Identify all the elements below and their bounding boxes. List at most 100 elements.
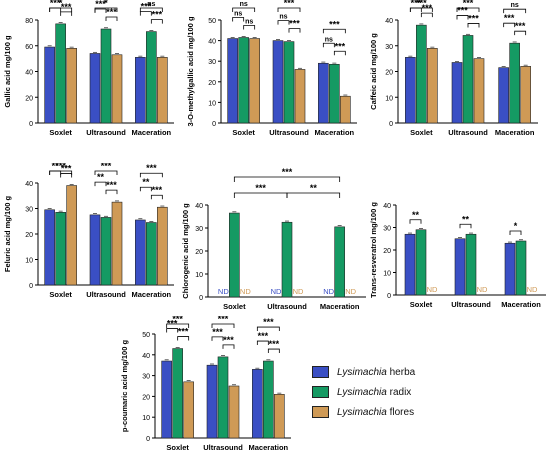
- bar-herba: [44, 209, 55, 286]
- y-tick-label: 10: [142, 415, 150, 422]
- y-tick-label: 50: [142, 332, 150, 339]
- significance-bracket: [94, 170, 118, 175]
- significance-label: ns: [245, 19, 253, 26]
- bar-flores: [66, 185, 77, 286]
- y-axis-label: Chlorogenic acid mg/100 g: [181, 203, 190, 299]
- significance-bracket: [60, 173, 73, 178]
- bar-radix: [100, 217, 112, 286]
- significance-label: ***: [515, 21, 526, 31]
- significance-label: ***: [146, 163, 157, 173]
- significance-label: ***: [61, 164, 72, 174]
- y-tick-label: 10: [383, 271, 391, 278]
- y-tick-label: 0: [199, 295, 203, 302]
- significance-label: ***: [335, 41, 346, 51]
- significance-label: ***: [329, 19, 340, 29]
- significance-bracket: [150, 19, 163, 24]
- nd-label: ND: [323, 287, 334, 296]
- significance-label: ***: [178, 327, 189, 337]
- significance-bracket: [456, 15, 469, 20]
- significance-bracket: [409, 219, 422, 224]
- bar-herba: [135, 219, 146, 286]
- significance-label: ***: [167, 319, 178, 329]
- bar-flores: [183, 381, 194, 439]
- chlorogenic-acid-chart: 0 10 20 30 40 Chlorogenic acid mg/100 g ND ND ND…: [181, 167, 366, 311]
- legend-item: Lysimachia radix: [312, 382, 512, 402]
- significance-label: ns: [240, 1, 248, 8]
- x-tick-label: Maceration: [249, 443, 289, 452]
- x-tick-label: Ultrasound: [448, 128, 488, 137]
- significance-bracket: [49, 7, 73, 12]
- y-tick-label: 30: [195, 226, 203, 233]
- significance-bracket: [139, 186, 152, 192]
- significance-label: ***: [411, 0, 422, 8]
- y-tick-label: 20: [25, 232, 33, 239]
- x-tick-label: Soxlet: [410, 128, 433, 137]
- bar-flores: [66, 48, 77, 124]
- x-tick-label: Soxlet: [49, 290, 72, 299]
- caffeic-acid-chart: 0 10 20 30 40 Caffeic acid mg/100 g Soxlet Ultr…: [369, 0, 538, 137]
- trans-resveratrol-chart: 0 10 20 30 40 Trans-resveratrol mg/100 g ND ND N…: [369, 202, 546, 309]
- significance-label: *: [514, 221, 518, 231]
- significance-label: ***: [463, 0, 474, 8]
- bar-radix: [55, 23, 66, 124]
- x-tick-label: Soxlet: [166, 443, 189, 452]
- significance-label: ***: [223, 335, 234, 345]
- significance-bracket: [286, 192, 341, 198]
- y-axis-label: Feluric acid mg/100 g: [3, 195, 12, 272]
- y-tick-label: 20: [385, 70, 393, 77]
- significance-label: ***: [255, 183, 266, 193]
- significance-label: **: [462, 214, 470, 224]
- bar-radix: [146, 222, 157, 286]
- x-tick-label: Ultrasound: [86, 128, 126, 137]
- x-tick-label: Ultrasound: [269, 128, 309, 137]
- y-tick-label: 10: [208, 100, 216, 107]
- nd-label: ND: [477, 285, 488, 294]
- significance-label: ***: [289, 19, 300, 29]
- significance-bracket: [322, 28, 346, 34]
- x-tick-label: Ultrasound: [451, 300, 491, 309]
- legend-item: Lysimachia herba: [312, 362, 512, 382]
- significance-label: ***: [212, 327, 223, 337]
- bar-herba: [135, 57, 146, 124]
- significance-label: **: [412, 210, 420, 220]
- bar-herba: [272, 40, 284, 124]
- bar-radix: [238, 37, 249, 124]
- significance-bracket: [333, 50, 346, 56]
- significance-label: ***: [263, 317, 274, 327]
- significance-bracket: [288, 28, 301, 33]
- significance-label: ***: [106, 180, 117, 190]
- bar-herba: [44, 46, 55, 124]
- y-axis-label: Caffeic acid mg/100 g: [369, 33, 378, 110]
- bar-herba: [252, 369, 263, 439]
- significance-bracket: [503, 22, 516, 28]
- nd-label: ND: [293, 287, 304, 296]
- bar-flores: [473, 58, 485, 124]
- y-tick-label: 0: [29, 283, 33, 290]
- significance-bracket: [222, 344, 235, 349]
- legend-genus: Lysimachia: [337, 366, 387, 378]
- bar-flores: [157, 206, 168, 286]
- bar-herba: [504, 242, 516, 296]
- bar-radix: [465, 233, 477, 296]
- bar-flores: [228, 385, 240, 439]
- nd-label: ND: [527, 285, 538, 294]
- y-tick-label: 0: [387, 293, 391, 300]
- gallic-acid-chart: 0 20 40 60 80 Gallic acid mg/100 g Soxlet Ultra…: [3, 0, 174, 137]
- significance-bracket: [49, 170, 73, 175]
- significance-label: ns: [511, 2, 519, 9]
- significance-bracket: [409, 7, 422, 12]
- y-tick-label: 10: [195, 272, 203, 279]
- significance-bracket: [243, 25, 256, 30]
- significance-label: ***: [416, 0, 427, 8]
- significance-bracket: [211, 323, 235, 328]
- significance-bracket: [459, 223, 472, 229]
- y-tick-label: 10: [25, 258, 33, 265]
- bar-radix: [217, 356, 229, 439]
- significance-label: ***: [504, 13, 515, 23]
- significance-label: ***: [55, 163, 66, 171]
- significance-bracket: [177, 336, 190, 341]
- y-axis-label: Trans-resveratrol mg/100 g: [369, 202, 378, 298]
- nd-label: ND: [345, 287, 356, 296]
- y-axis-label: Gallic acid mg/100 g: [3, 35, 12, 108]
- significance-bracket: [166, 328, 179, 333]
